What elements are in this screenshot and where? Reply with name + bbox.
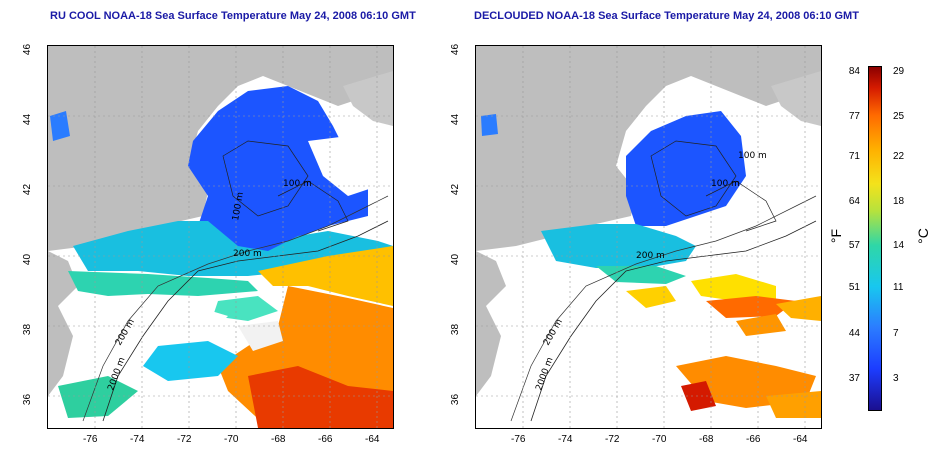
contour-line [82,195,389,422]
contour-label: 200 m [233,249,262,259]
land-mass [476,251,506,396]
left-map-canvas: 200 m 100 m 100 m 200 m 2000 m [48,46,393,428]
lon-tick: -76 [83,434,98,445]
shelf-water [596,266,686,284]
cold-water [168,86,368,261]
f-tick: 51 [848,282,860,293]
lat-tick: 38 [450,323,462,336]
contour-line [530,220,817,422]
hot-water [248,366,393,428]
f-tick: 84 [848,66,860,77]
right-map-title: DECLOUDED NOAA-18 Sea Surface Temperatur… [474,10,859,22]
lon-tick: -72 [605,434,620,445]
c-tick: 3 [893,373,899,384]
f-tick: 71 [848,151,860,162]
contour-label: 200 m [542,318,565,348]
warm-water [736,314,786,336]
warm-water [258,246,393,306]
lon-tick: -64 [365,434,380,445]
land-mass [343,71,393,126]
cloud-patch [238,321,283,351]
left-map-title: RU COOL NOAA-18 Sea Surface Temperature … [50,10,416,22]
lon-tick: -70 [224,434,239,445]
lat-tick: 44 [22,113,34,126]
contour-line [510,195,817,422]
hot-water [681,381,716,411]
cloud-patch [308,136,378,196]
c-tick: 14 [893,240,905,251]
contour-line [102,220,389,422]
contour-line [650,140,737,217]
warm-water [626,286,676,308]
f-tick: 57 [848,240,860,251]
lat-tick: 36 [450,393,462,406]
f-tick: 44 [848,328,860,339]
lat-tick: 46 [450,43,462,56]
lon-tick: -74 [558,434,573,445]
cold-water [626,111,746,226]
lon-tick: -76 [511,434,526,445]
lat-tick: 42 [450,183,462,196]
c-tick: 29 [893,66,905,77]
map-grid [48,46,393,428]
warm-water [776,296,821,321]
warm-water [706,296,796,318]
lat-tick: 46 [22,43,34,56]
lat-tick: 40 [22,253,34,266]
land-mass [476,46,821,251]
f-tick: 37 [848,373,860,384]
cold-water [50,111,70,141]
c-tick: 22 [893,151,905,162]
shelf-water [541,224,696,268]
c-tick: 18 [893,196,905,207]
right-map-canvas: 100 m 100 m 200 m 200 m 2000 m [476,46,821,428]
lon-tick: -68 [699,434,714,445]
cool-eddy [143,341,238,381]
cool-eddy [58,376,138,418]
contour-label: 100 m [283,179,312,189]
lat-tick: 42 [22,183,34,196]
land-mass [771,71,821,126]
f-tick: 64 [848,196,860,207]
contour-label: 100 m [711,179,740,189]
left-sst-map: 200 m 100 m 100 m 200 m 2000 m [47,45,394,429]
temperature-colorbar [868,66,882,411]
fahrenheit-unit: °F [828,228,845,244]
land-mass [48,251,78,396]
lat-tick: 38 [22,323,34,336]
right-sst-map: 100 m 100 m 200 m 200 m 2000 m [475,45,822,429]
c-tick: 7 [893,328,899,339]
contour-label: 100 m [231,191,246,221]
cloud-patch [103,301,228,341]
c-tick: 11 [893,282,904,293]
lon-tick: -66 [746,434,761,445]
contour-label: 2000 m [534,356,555,392]
lon-tick: -66 [318,434,333,445]
c-tick: 25 [893,111,905,122]
lat-tick: 44 [450,113,462,126]
lon-tick: -70 [652,434,667,445]
land-mass [48,46,393,251]
celsius-unit: °C [914,228,931,244]
cool-eddy [213,296,278,321]
warm-water [691,274,776,301]
lon-tick: -74 [130,434,145,445]
lon-tick: -68 [271,434,286,445]
lat-tick: 40 [450,253,462,266]
contour-label: 200 m [636,251,665,261]
contour-line [222,140,309,217]
contour-label: 100 m [738,151,767,161]
warm-water [766,391,821,418]
f-tick: 77 [848,111,860,122]
lat-tick: 36 [22,393,34,406]
cold-water [481,114,498,136]
lon-tick: -64 [793,434,808,445]
lon-tick: -72 [177,434,192,445]
map-grid [476,46,821,428]
